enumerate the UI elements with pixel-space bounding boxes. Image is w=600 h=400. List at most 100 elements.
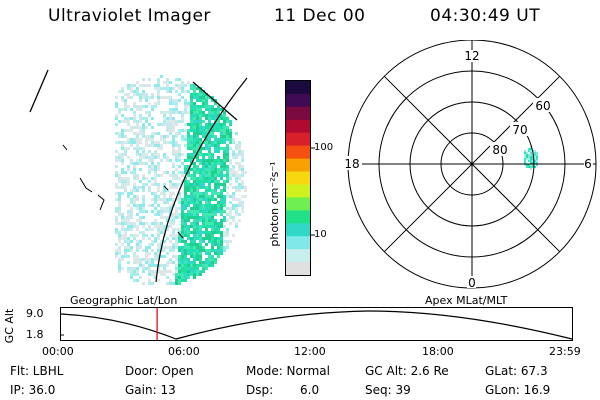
aurora-pixel bbox=[223, 231, 226, 234]
aurora-pixel bbox=[136, 177, 139, 180]
aurora-pixel bbox=[115, 228, 118, 231]
aurora-pixel bbox=[217, 210, 220, 213]
aurora-pixel bbox=[151, 156, 154, 159]
aurora-pixel bbox=[235, 189, 238, 192]
aurora-pixel bbox=[157, 93, 160, 96]
aurora-pixel bbox=[223, 120, 226, 123]
aurora-pixel bbox=[175, 159, 178, 162]
aurora-pixel bbox=[142, 153, 145, 156]
aurora-pixel bbox=[139, 147, 142, 150]
aurora-pixel bbox=[163, 228, 166, 231]
aurora-pixel bbox=[196, 99, 199, 102]
mlt-label-0: 0 bbox=[468, 276, 476, 290]
aurora-pixel bbox=[202, 159, 205, 162]
aurora-pixel bbox=[157, 99, 160, 102]
aurora-pixel bbox=[154, 165, 157, 168]
aurora-pixel bbox=[151, 222, 154, 225]
aurora-pixel bbox=[169, 180, 172, 183]
aurora-pixel bbox=[193, 210, 196, 213]
aurora-pixel bbox=[187, 219, 190, 222]
aurora-pixel bbox=[184, 111, 187, 114]
aurora-pixel bbox=[220, 231, 223, 234]
aurora-pixel bbox=[118, 222, 121, 225]
aurora-pixel bbox=[172, 261, 175, 264]
aurora-pixel bbox=[199, 99, 202, 102]
aurora-pixel bbox=[118, 174, 121, 177]
aurora-pixel bbox=[118, 234, 121, 237]
aurora-pixel bbox=[190, 174, 193, 177]
aurora-pixel bbox=[232, 234, 235, 237]
aurora-pixel bbox=[157, 78, 160, 81]
aurora-pixel bbox=[121, 147, 124, 150]
aurora-pixel bbox=[130, 87, 133, 90]
polar-aurora-pixel bbox=[534, 150, 536, 152]
aurora-pixel bbox=[130, 273, 133, 276]
aurora-pixel bbox=[118, 120, 121, 123]
aurora-pixel bbox=[157, 147, 160, 150]
aurora-pixel bbox=[139, 180, 142, 183]
aurora-pixel bbox=[124, 93, 127, 96]
aurora-pixel bbox=[205, 222, 208, 225]
aurora-pixel bbox=[115, 105, 118, 108]
polar-aurora-pixel bbox=[532, 162, 534, 164]
aurora-pixel bbox=[229, 147, 232, 150]
polar-aurora-pixel bbox=[528, 154, 530, 156]
aurora-pixel bbox=[226, 180, 229, 183]
aurora-pixel bbox=[202, 264, 205, 267]
aurora-pixel bbox=[226, 165, 229, 168]
aurora-pixel bbox=[148, 171, 151, 174]
aurora-pixel bbox=[220, 234, 223, 237]
aurora-pixel bbox=[169, 123, 172, 126]
aurora-pixel bbox=[154, 153, 157, 156]
aurora-pixel bbox=[223, 162, 226, 165]
aurora-pixel bbox=[199, 147, 202, 150]
aurora-pixel bbox=[148, 273, 151, 276]
aurora-pixel bbox=[208, 117, 211, 120]
aurora-pixel bbox=[145, 234, 148, 237]
aurora-pixel bbox=[190, 153, 193, 156]
aurora-pixel bbox=[235, 207, 238, 210]
aurora-pixel bbox=[151, 144, 154, 147]
aurora-pixel bbox=[154, 174, 157, 177]
aurora-pixel bbox=[184, 183, 187, 186]
aurora-pixel bbox=[175, 276, 178, 279]
aurora-pixel bbox=[208, 180, 211, 183]
aurora-pixel bbox=[232, 219, 235, 222]
aurora-pixel bbox=[223, 117, 226, 120]
polar-aurora-pixel bbox=[534, 154, 536, 156]
aurora-pixel bbox=[127, 165, 130, 168]
aurora-pixel bbox=[199, 258, 202, 261]
aurora-pixel bbox=[154, 252, 157, 255]
aurora-pixel bbox=[214, 99, 217, 102]
aurora-pixel bbox=[121, 141, 124, 144]
aurora-pixel bbox=[208, 189, 211, 192]
aurora-pixel bbox=[142, 84, 145, 87]
aurora-pixel bbox=[214, 204, 217, 207]
aurora-pixel bbox=[199, 114, 202, 117]
aurora-pixel bbox=[163, 270, 166, 273]
aurora-pixel bbox=[148, 84, 151, 87]
aurora-pixel bbox=[169, 81, 172, 84]
aurora-pixel bbox=[130, 129, 133, 132]
aurora-pixel bbox=[118, 204, 121, 207]
aurora-pixel bbox=[124, 240, 127, 243]
aurora-pixel bbox=[124, 255, 127, 258]
aurora-pixel bbox=[118, 210, 121, 213]
aurora-pixel bbox=[133, 261, 136, 264]
aurora-pixel bbox=[142, 216, 145, 219]
aurora-pixel bbox=[190, 243, 193, 246]
aurora-pixel bbox=[178, 231, 181, 234]
aurora-pixel bbox=[154, 150, 157, 153]
aurora-pixel bbox=[172, 231, 175, 234]
aurora-pixel bbox=[208, 264, 211, 267]
aurora-pixel bbox=[133, 174, 136, 177]
aurora-pixel bbox=[211, 228, 214, 231]
aurora-pixel bbox=[178, 99, 181, 102]
coastline bbox=[163, 185, 169, 191]
aurora-pixel bbox=[220, 132, 223, 135]
aurora-pixel bbox=[136, 105, 139, 108]
aurora-pixel bbox=[202, 183, 205, 186]
aurora-pixel bbox=[118, 252, 121, 255]
aurora-pixel bbox=[139, 258, 142, 261]
aurora-pixel bbox=[136, 159, 139, 162]
